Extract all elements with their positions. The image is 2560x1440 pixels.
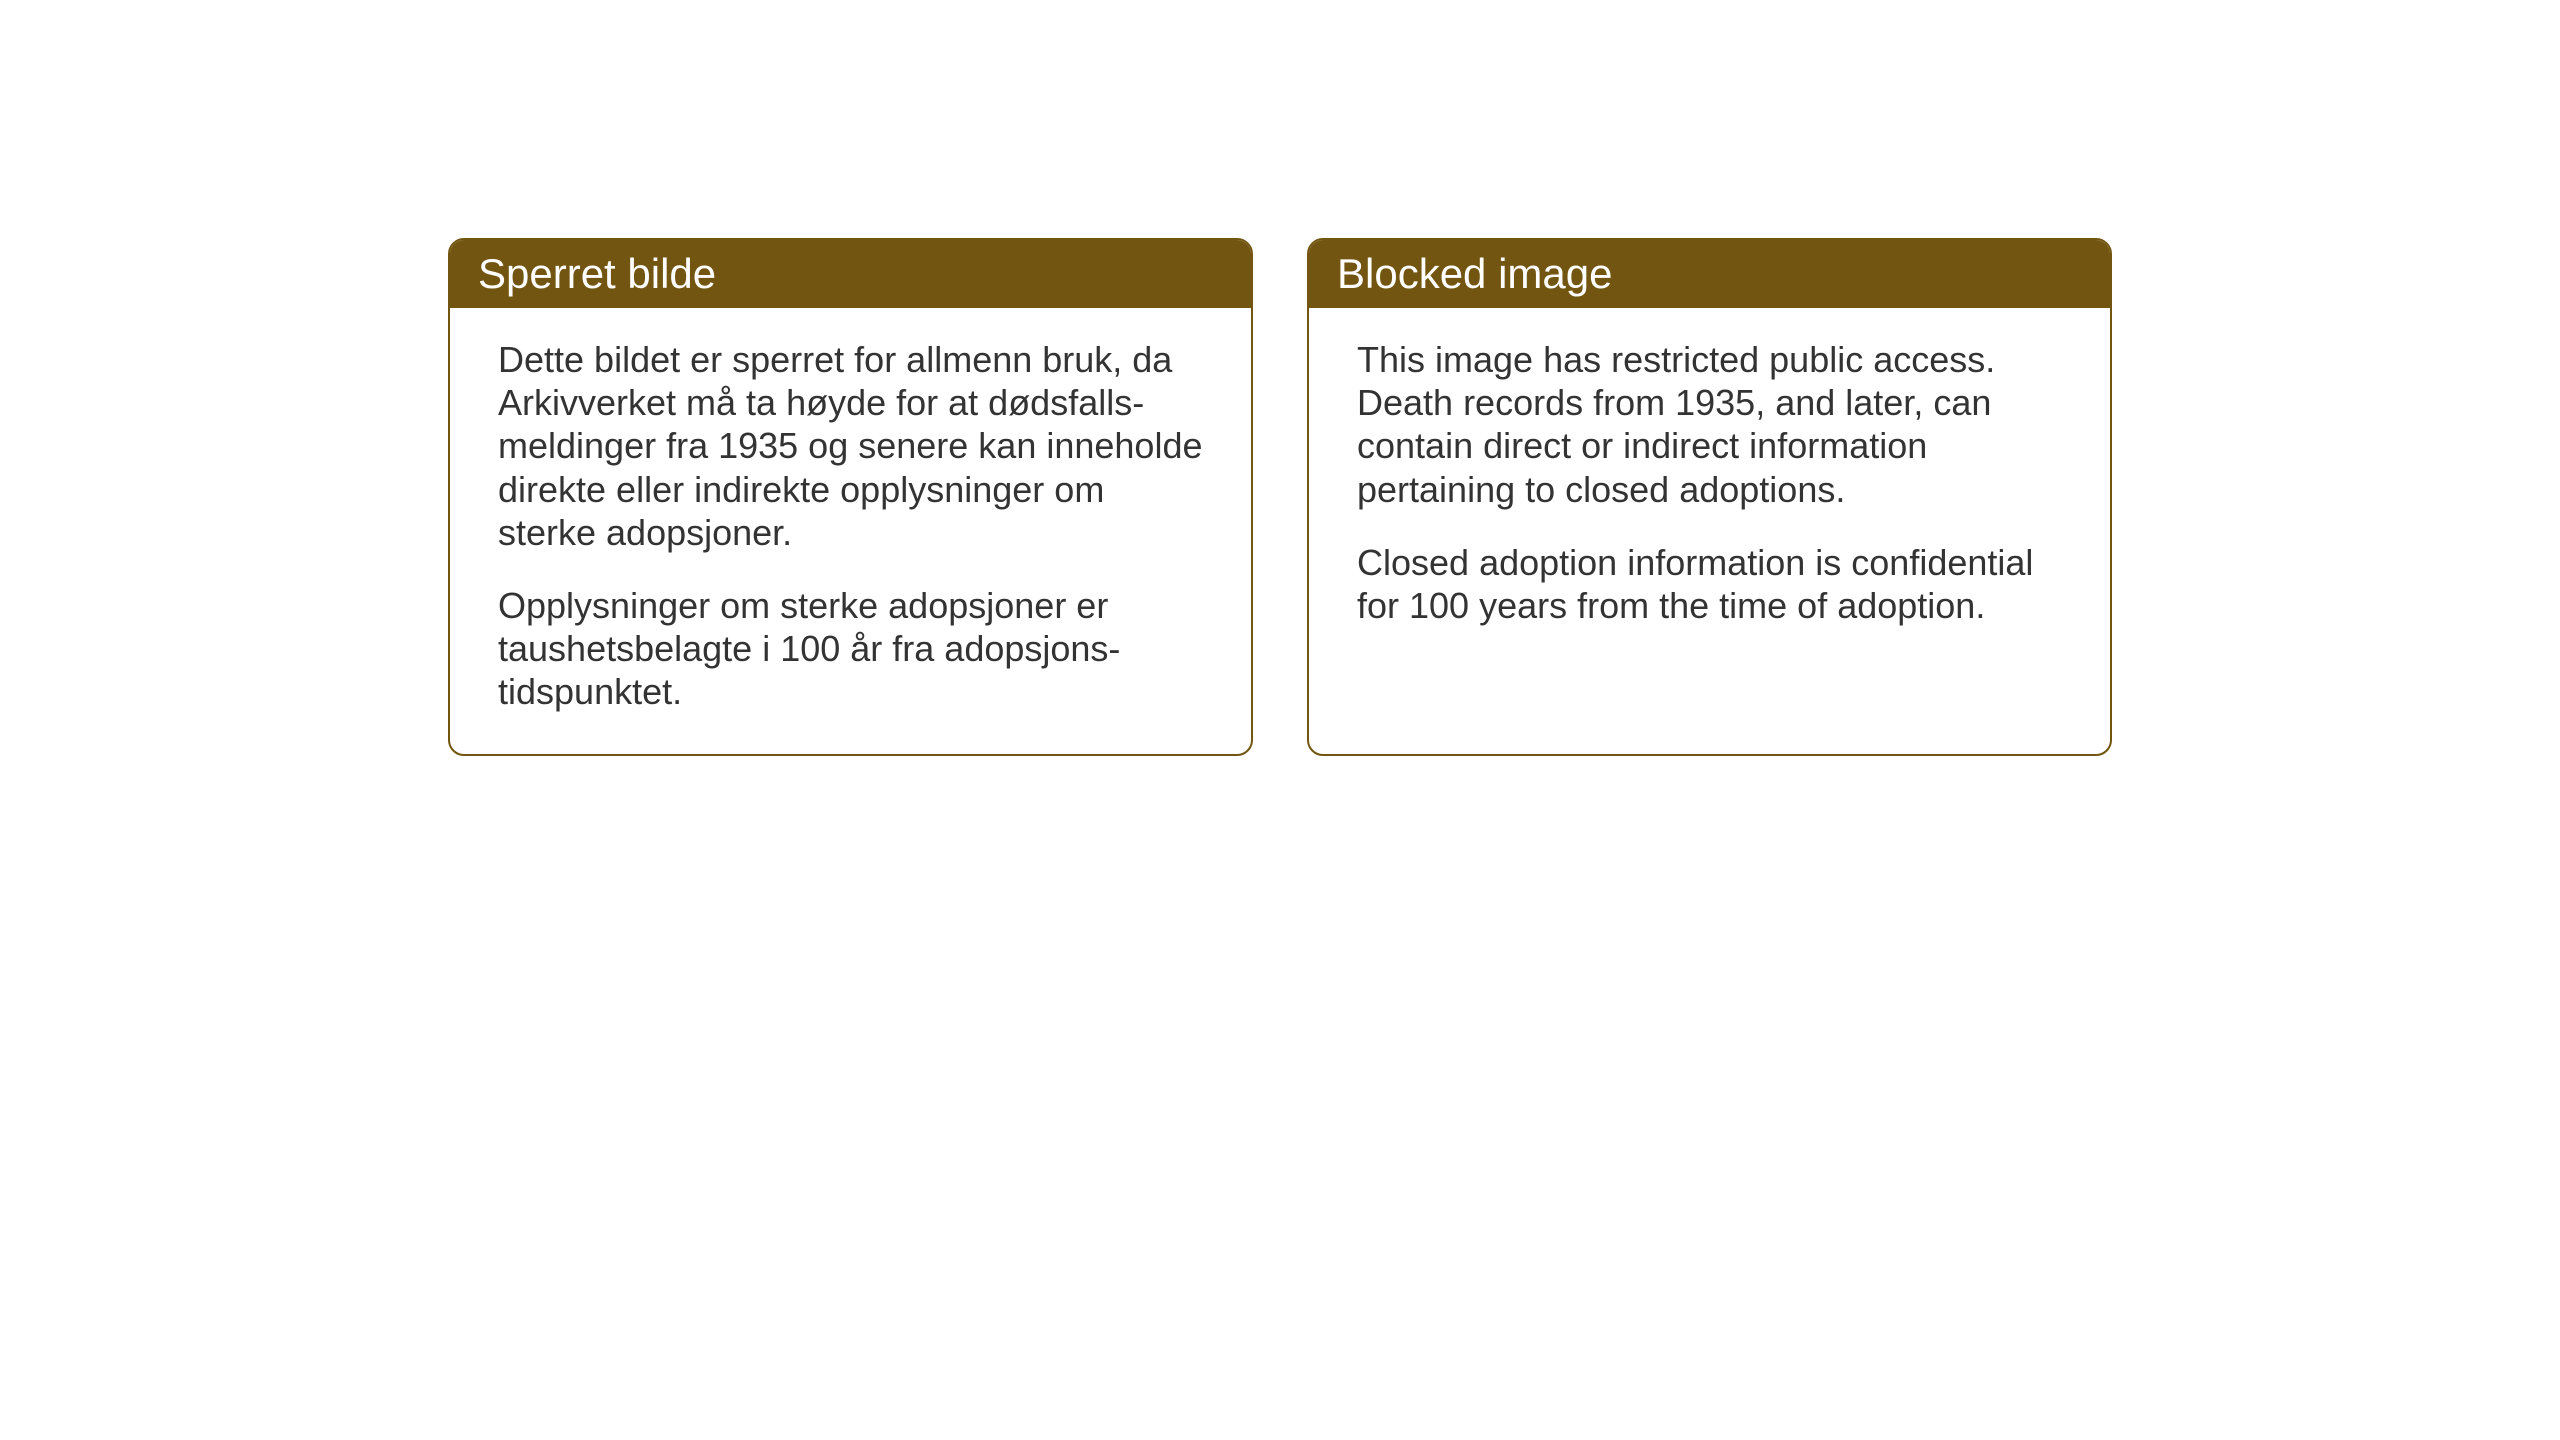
notice-paragraph-1-english: This image has restricted public access.… [1357, 338, 2062, 511]
notice-card-norwegian: Sperret bilde Dette bildet er sperret fo… [448, 238, 1253, 756]
notice-paragraph-1-norwegian: Dette bildet er sperret for allmenn bruk… [498, 338, 1203, 554]
notice-container: Sperret bilde Dette bildet er sperret fo… [448, 238, 2112, 756]
notice-header-english: Blocked image [1309, 240, 2110, 308]
notice-title-english: Blocked image [1337, 250, 1612, 297]
notice-card-english: Blocked image This image has restricted … [1307, 238, 2112, 756]
notice-body-english: This image has restricted public access.… [1309, 308, 2110, 667]
notice-paragraph-2-english: Closed adoption information is confident… [1357, 541, 2062, 627]
notice-body-norwegian: Dette bildet er sperret for allmenn bruk… [450, 308, 1251, 754]
notice-title-norwegian: Sperret bilde [478, 250, 716, 297]
notice-paragraph-2-norwegian: Opplysninger om sterke adopsjoner er tau… [498, 584, 1203, 714]
notice-header-norwegian: Sperret bilde [450, 240, 1251, 308]
